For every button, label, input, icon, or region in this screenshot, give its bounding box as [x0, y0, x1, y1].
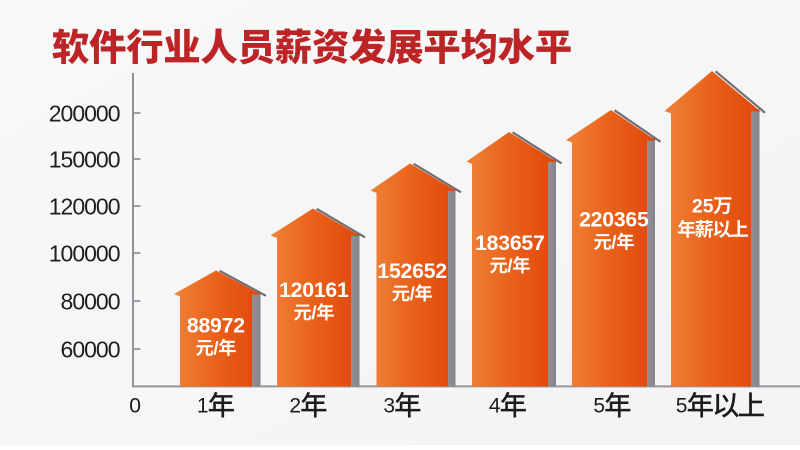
svg-text:2: 2	[289, 395, 301, 418]
svg-text:150000: 150000	[49, 146, 120, 172]
svg-text:1: 1	[197, 395, 209, 418]
svg-text:3: 3	[383, 395, 395, 418]
svg-text:60000: 60000	[61, 336, 120, 362]
svg-text:88972: 88972	[187, 315, 245, 338]
svg-text:/: /	[611, 231, 616, 252]
svg-text:152652: 152652	[377, 260, 447, 283]
svg-text:/: /	[213, 337, 218, 358]
svg-text:5: 5	[593, 395, 605, 418]
svg-text:220365: 220365	[579, 209, 649, 232]
svg-text:/: /	[507, 255, 512, 276]
svg-text:25: 25	[692, 196, 714, 218]
svg-text:5: 5	[676, 395, 688, 418]
svg-text:200000: 200000	[49, 100, 120, 126]
svg-text:/: /	[410, 283, 415, 304]
svg-text:0: 0	[129, 395, 141, 418]
svg-text:100000: 100000	[49, 240, 120, 266]
svg-text:4: 4	[489, 395, 501, 418]
svg-text:120161: 120161	[279, 279, 349, 302]
svg-text:/: /	[311, 302, 316, 323]
svg-text:80000: 80000	[61, 288, 120, 314]
svg-text:120000: 120000	[49, 193, 120, 219]
svg-text:183657: 183657	[475, 232, 545, 255]
